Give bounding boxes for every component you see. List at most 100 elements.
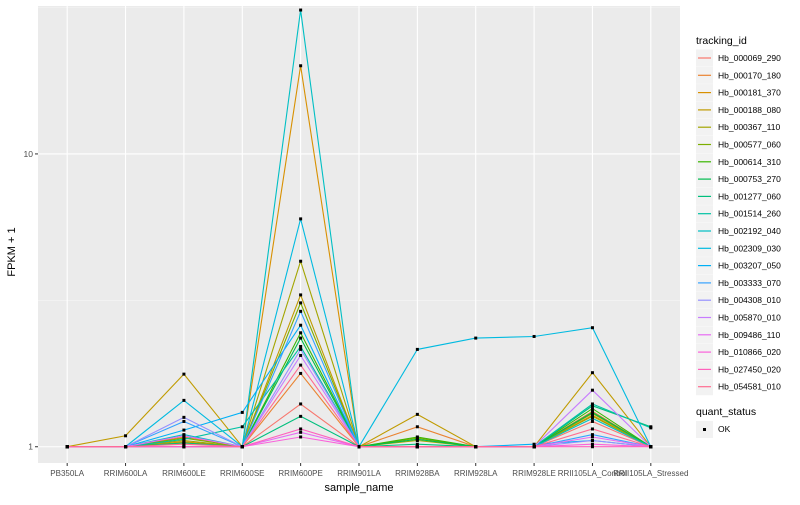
- data-point: [299, 402, 303, 406]
- y-tick-label: 10: [24, 149, 34, 159]
- y-axis-title: FPKM + 1: [6, 227, 18, 276]
- data-point: [299, 344, 303, 348]
- data-point: [124, 434, 128, 438]
- data-point: [590, 427, 594, 431]
- x-tick-label: PB350LA: [50, 469, 84, 478]
- data-point: [299, 217, 303, 221]
- data-point: [590, 410, 594, 414]
- x-tick-label: RRIM928LE: [512, 469, 556, 478]
- legend: tracking_id Hb_000069_290 Hb_000170_180 Hb_…: [696, 35, 781, 438]
- data-point: [415, 435, 419, 439]
- data-point: [474, 336, 478, 340]
- data-point: [532, 334, 536, 338]
- data-point: [590, 371, 594, 375]
- data-point: [299, 8, 303, 12]
- legend-label: Hb_000170_180: [718, 70, 781, 80]
- legend-label: Hb_000069_290: [718, 53, 781, 63]
- x-tick-label: RRIM928BA: [395, 469, 440, 478]
- legend-label: Hb_002192_040: [718, 226, 781, 236]
- data-point: [240, 445, 244, 449]
- legend-label: Hb_000181_370: [718, 88, 781, 98]
- data-point: [415, 412, 419, 416]
- data-point: [240, 410, 244, 414]
- legend-title: tracking_id: [696, 35, 747, 47]
- axes: 1 10 PB350LA RRIM600LA RRIM600LE RRIM600SE RRI…: [24, 149, 689, 478]
- legend-status-point: [703, 428, 706, 431]
- data-point: [532, 442, 536, 446]
- data-point: [415, 425, 419, 429]
- data-point: [182, 442, 186, 446]
- data-point: [299, 363, 303, 367]
- data-point: [532, 445, 536, 449]
- data-point: [182, 372, 186, 376]
- data-point: [590, 445, 594, 449]
- data-point: [299, 414, 303, 418]
- legend-label: Hb_054581_010: [718, 382, 781, 392]
- legend-label: Hb_001277_060: [718, 191, 781, 201]
- data-points: [65, 8, 653, 449]
- y-tick-label: 1: [28, 442, 33, 452]
- legend-label: Hb_005870_010: [718, 313, 781, 323]
- data-point: [415, 442, 419, 446]
- data-point: [590, 404, 594, 408]
- data-point: [299, 371, 303, 375]
- legend-label: Hb_003333_070: [718, 278, 781, 288]
- data-point: [182, 398, 186, 402]
- x-tick-label: RRII105LA_Control: [558, 469, 628, 478]
- x-tick-label: RRIM600PE: [278, 469, 322, 478]
- x-tick-label: RRIM600SE: [220, 469, 264, 478]
- data-point: [182, 428, 186, 432]
- data-point: [182, 419, 186, 423]
- legend-label: Hb_009486_110: [718, 330, 781, 340]
- data-point: [299, 430, 303, 434]
- legend-status-title: quant_status: [696, 406, 756, 418]
- data-point: [299, 347, 303, 351]
- legend-label: Hb_002309_030: [718, 243, 781, 253]
- data-point: [299, 323, 303, 327]
- data-point: [65, 445, 69, 449]
- data-point: [299, 435, 303, 439]
- x-axis-title: sample_name: [324, 482, 393, 494]
- grid: [38, 6, 680, 463]
- data-point: [182, 434, 186, 438]
- legend-label: Hb_001514_260: [718, 209, 781, 219]
- data-point: [590, 442, 594, 446]
- data-point: [590, 419, 594, 423]
- data-point: [124, 445, 128, 449]
- x-tick-label: RRII105LA_Stressed: [613, 469, 688, 478]
- data-point: [649, 426, 653, 430]
- data-point: [415, 445, 419, 449]
- legend-label: Hb_000188_080: [718, 105, 781, 115]
- data-point: [415, 437, 419, 441]
- legend-label: Hb_000367_110: [718, 122, 781, 132]
- legend-label: Hb_004308_010: [718, 295, 781, 305]
- data-point: [299, 427, 303, 431]
- data-point: [590, 439, 594, 443]
- data-point: [182, 445, 186, 449]
- data-point: [299, 331, 303, 335]
- data-point: [299, 259, 303, 263]
- legend-label: Hb_000614_310: [718, 157, 781, 167]
- legend-label: Hb_000753_270: [718, 174, 781, 184]
- data-point: [590, 433, 594, 437]
- x-tick-label: RRIM600LA: [104, 469, 148, 478]
- legend-label: Hb_003207_050: [718, 261, 781, 271]
- data-point: [182, 415, 186, 419]
- data-point: [357, 445, 361, 449]
- data-point: [299, 309, 303, 313]
- x-tick-label: RRIM600LE: [162, 469, 206, 478]
- data-point: [649, 445, 653, 449]
- x-tick-label: RRIM901LA: [337, 469, 381, 478]
- data-point: [299, 293, 303, 297]
- legend-status-label: OK: [718, 424, 731, 434]
- data-point: [415, 347, 419, 351]
- data-point: [182, 437, 186, 441]
- x-tick-label: RRIM928LA: [454, 469, 498, 478]
- data-point: [590, 388, 594, 392]
- data-point: [590, 435, 594, 439]
- data-point: [590, 416, 594, 420]
- legend-label: Hb_000577_060: [718, 140, 781, 150]
- legend-label: Hb_027450_020: [718, 364, 781, 374]
